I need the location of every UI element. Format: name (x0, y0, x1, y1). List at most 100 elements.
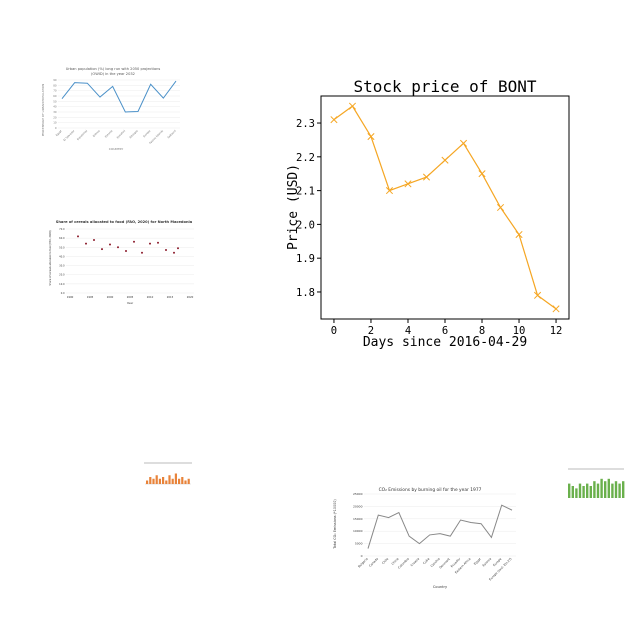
cereals-point (101, 248, 103, 251)
small-green-bar (614, 481, 618, 498)
y-tick-label: 1.8 (296, 287, 315, 299)
price-point (552, 305, 560, 313)
urban-population-thumbnail: Urban population (%) long run with 2050 … (41, 67, 180, 151)
cereals-point (177, 247, 179, 250)
urban-y-tick: 40 (53, 105, 57, 109)
small-bar (149, 477, 152, 484)
price-point (496, 203, 505, 212)
small-green-bar (582, 486, 585, 498)
price-point (533, 291, 542, 299)
cereals-point (125, 249, 127, 252)
urban-x-tick: Ethiopia (128, 129, 139, 140)
x-tick-label: 0 (331, 325, 337, 337)
urban-y-tick: 60 (53, 94, 57, 98)
small-bar (174, 473, 177, 484)
co2-x-tick: Bulgaria (357, 557, 369, 569)
small-green-bar (593, 481, 596, 498)
co2-x-tick: Chile (381, 557, 389, 565)
urban-x-tick: Europe (142, 129, 152, 139)
cereals-y-tick: 20.0 (59, 274, 65, 277)
cereals-x-tick: 2000 (107, 295, 114, 299)
cereals-point (149, 242, 151, 245)
y-axis-label: Price (USD) (286, 164, 301, 250)
cereals-x-tick: 2020 (187, 295, 194, 299)
x-tick-label: 10 (513, 325, 526, 337)
urban-title-line2: (OWID) in the year 2032 (91, 72, 135, 76)
cereals-x-tick: 2010 (147, 295, 154, 299)
co2-y-label: Total CO₂ Emissions (*10000) (333, 499, 337, 550)
cereals-y-tick: 50.0 (59, 246, 65, 249)
urban-y-tick: 10 (53, 121, 57, 125)
price-series-line (333, 105, 557, 310)
cereals-x-tick: 1990 (67, 295, 74, 299)
small-green-bar (611, 483, 614, 498)
x-tick-label: 4 (405, 325, 411, 337)
x-tick-label: 12 (550, 325, 563, 337)
co2-y-tick: 20000 (353, 504, 363, 508)
small-green-bar (600, 478, 603, 498)
co2-y-tick: 5000 (355, 542, 363, 546)
small-green-bar (596, 483, 600, 498)
urban-y-label: PERCENTAGE OF URBAN POPULATION (41, 84, 45, 137)
urban-title-line1: Urban population (%) long run with 2050 … (66, 67, 161, 71)
small-green-bar (618, 483, 621, 498)
small-bar (158, 478, 161, 484)
co2-y-tick: 15000 (353, 517, 363, 521)
cereals-x-tick: 2015 (167, 295, 174, 299)
cereals-point (117, 246, 119, 249)
cereals-y-label: Share of cereals allocated to food (FAO,… (49, 230, 52, 285)
small-green-bar (622, 481, 625, 498)
cereals-point (77, 235, 79, 238)
cereals-points (77, 235, 179, 254)
urban-x-tick: Eswatini (116, 129, 127, 140)
cereals-x-tick: 2005 (127, 295, 134, 299)
price-point (422, 173, 431, 181)
price-point (478, 170, 486, 178)
co2-emissions-thumbnail: CO₂ Emissions by burning oil for the yea… (333, 487, 516, 589)
small-bar (171, 478, 174, 484)
small-green-bar (575, 488, 578, 498)
urban-x-tick: Faeroe Islands (148, 128, 164, 144)
co2-x-tick: Egypt (473, 556, 483, 566)
urban-series-line (61, 80, 177, 113)
co2-series-line (367, 504, 513, 549)
small-bar (162, 477, 165, 484)
price-point (385, 187, 394, 195)
cereals-point (109, 243, 111, 246)
urban-x-label: COUNTRY (109, 147, 124, 151)
urban-x-ticks: Egypt El Salvador Equatorial Eritrea Estonia… (55, 128, 177, 145)
urban-y-tick: 80 (53, 83, 57, 87)
small-green-bar (571, 486, 574, 498)
cereals-grid: 0.0 10.0 20.0 30.0 40.0 50.0 60.0 70.0 1990 1995 2… (59, 228, 194, 299)
co2-x-tick: Canada (368, 557, 379, 568)
co2-y-tick: 0 (361, 554, 363, 558)
small-green-bar (578, 483, 582, 498)
cereals-point (165, 249, 167, 252)
co2-x-tick: Cuba (422, 557, 430, 565)
x-axis-label: Days since 2016-04-29 (363, 335, 527, 350)
co2-x-tick: Croatia (410, 557, 421, 568)
cereals-point (93, 238, 95, 241)
small-bar (168, 475, 171, 484)
price-series-markers (330, 102, 560, 313)
cereals-y-tick: 0.0 (61, 292, 65, 295)
y-axis-ticks: 1.8 1.9 2.0 2.1 2.2 2.3 (296, 118, 321, 299)
cereals-point (133, 240, 135, 243)
urban-y-tick: 90 (53, 78, 57, 82)
small-green-bar (589, 486, 592, 498)
co2-x-tick: Europe (492, 557, 502, 567)
urban-x-tick: Falkland (166, 129, 177, 140)
urban-x-tick: Eritrea (92, 129, 101, 138)
small-green-series (568, 478, 625, 498)
y-tick-label: 1.9 (296, 253, 315, 265)
x-axis-ticks: 0 2 4 6 8 10 12 (331, 319, 563, 337)
urban-y-tick: 50 (53, 99, 57, 103)
cereals-point (157, 241, 159, 244)
price-point (367, 132, 375, 141)
urban-y-tick: 0 (55, 126, 57, 130)
y-tick-label: 2.1 (296, 186, 315, 198)
co2-grid: 0 5000 10000 15000 20000 25000 (353, 492, 516, 558)
plot-frame (320, 95, 570, 320)
urban-x-tick: El Salvador (62, 128, 76, 142)
